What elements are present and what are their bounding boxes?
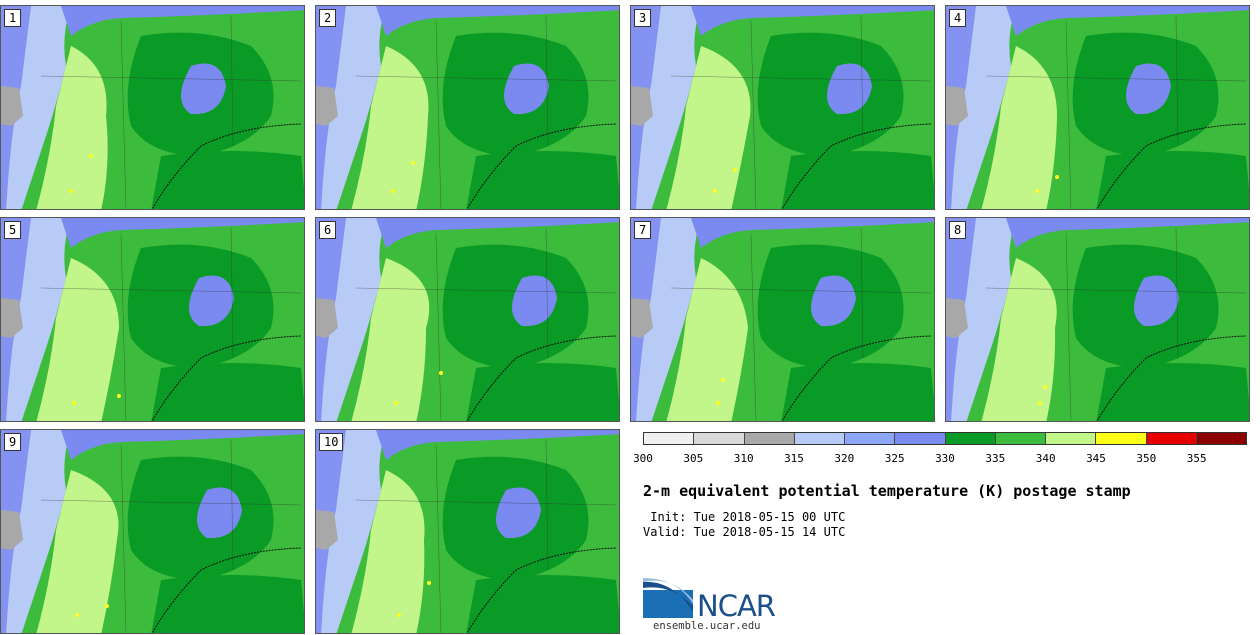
member-number: 1: [4, 9, 22, 27]
colorbar-tick-label: 335: [985, 452, 1006, 465]
ensemble-member-map: 7: [630, 217, 935, 422]
colorbar-segment: [744, 433, 795, 444]
ensemble-member-map: 3: [630, 5, 935, 210]
colorbar-segment: [845, 433, 896, 444]
member-number: 5: [4, 221, 22, 239]
colorbar-segment: [794, 433, 845, 444]
valid-time: Valid: Tue 2018-05-15 14 UTC: [643, 525, 846, 539]
chart-title: 2-m equivalent potential temperature (K)…: [643, 482, 1131, 500]
colorbar-segment: [945, 433, 996, 444]
colorbar-tick-label: 305: [683, 452, 704, 465]
colorbar-segment: [1146, 433, 1197, 444]
member-number: 10: [319, 433, 344, 451]
colorbar: [643, 432, 1247, 445]
member-number: 8: [949, 221, 967, 239]
member-number: 9: [4, 433, 22, 451]
ensemble-member-map: 1: [0, 5, 305, 210]
colorbar-segment: [644, 433, 695, 444]
colorbar-tick-label: 310: [733, 452, 754, 465]
colorbar-tick-label: 350: [1136, 452, 1157, 465]
colorbar-segment: [995, 433, 1046, 444]
colorbar-tick-label: 320: [834, 452, 855, 465]
colorbar-tick-label: 315: [784, 452, 804, 465]
init-time: Init: Tue 2018-05-15 00 UTC: [643, 510, 846, 524]
ensemble-member-map: 8: [945, 217, 1250, 422]
colorbar-segment: [694, 433, 745, 444]
colorbar-segment: [1196, 433, 1246, 444]
ncar-logo-text: NCAR: [697, 589, 776, 623]
colorbar-segment: [1046, 433, 1097, 444]
ensemble-member-map: 9: [0, 429, 305, 634]
ensemble-member-map: 6: [315, 217, 620, 422]
colorbar-tick-label: 345: [1086, 452, 1106, 465]
ensemble-member-map: 2: [315, 5, 620, 210]
colorbar-tick-label: 330: [935, 452, 955, 465]
ensemble-member-map: 4: [945, 5, 1250, 210]
colorbar-segment: [1096, 433, 1147, 444]
colorbar-tick-label: 340: [1035, 452, 1056, 465]
site-url[interactable]: ensemble.ucar.edu: [653, 620, 761, 632]
member-number: 4: [949, 9, 967, 27]
colorbar-tick-label: 355: [1186, 452, 1207, 465]
ncar-logo-icon: [643, 578, 693, 618]
ensemble-member-map: 5: [0, 217, 305, 422]
member-number: 7: [634, 221, 652, 239]
member-number: 2: [319, 9, 337, 27]
colorbar-tick-label: 300: [633, 452, 653, 465]
colorbar-tick-label: 325: [884, 452, 905, 465]
ensemble-member-map: 10: [315, 429, 620, 634]
member-number: 3: [634, 9, 652, 27]
member-number: 6: [319, 221, 337, 239]
colorbar-segment: [895, 433, 946, 444]
